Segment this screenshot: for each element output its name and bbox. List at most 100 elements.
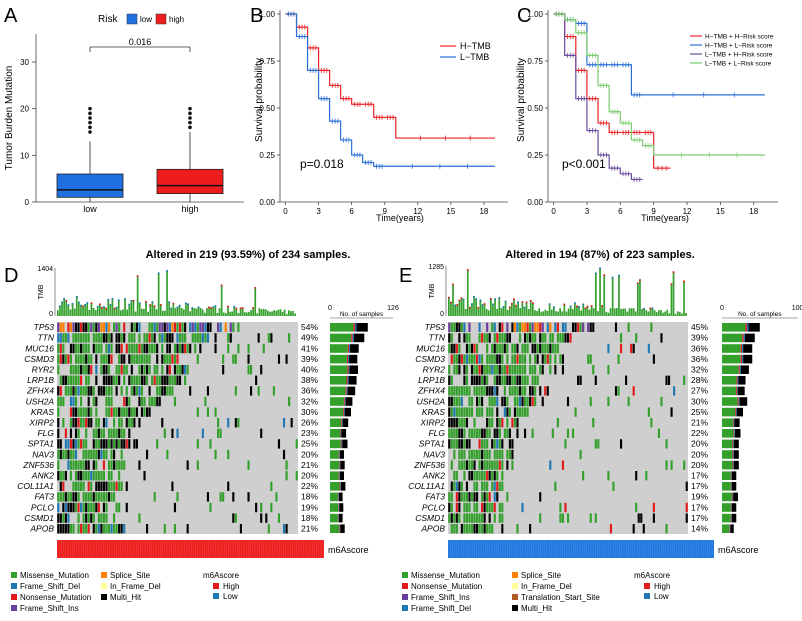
mutation-cell: [493, 354, 496, 364]
gene-percent: 21%: [691, 418, 708, 428]
gene-bar-missense: [722, 407, 736, 417]
gene-percent: 19%: [301, 502, 318, 512]
mutation-cell: [145, 407, 149, 417]
mutation-cell: [478, 375, 481, 385]
tmb-bar: [290, 311, 292, 316]
mutation-cell: [72, 365, 75, 375]
tmb-bar-segment: [117, 299, 120, 302]
mutation-cell: [74, 333, 78, 343]
mutation-cell: [80, 354, 83, 364]
mutation-cell: [59, 481, 62, 491]
mutation-cell: [64, 449, 67, 460]
gene-label-apob: APOB: [29, 524, 54, 534]
mutation-cell: [635, 333, 638, 343]
gene-bar-frameshift: [734, 429, 735, 438]
gene-bar-frameshift: [340, 482, 341, 491]
tmb-bar: [620, 308, 622, 316]
tmb-bar: [578, 306, 580, 316]
tmb-bar-segment: [599, 267, 601, 270]
mutation-cell: [125, 343, 128, 354]
tmb-bar: [267, 310, 269, 316]
mutation-cell: [64, 354, 67, 364]
mutation-cell: [92, 513, 95, 523]
mutation-cell: [204, 333, 207, 343]
mutation-cell: [95, 471, 98, 481]
gene-bar-multihit: [345, 397, 353, 406]
mutation-cell: [82, 524, 85, 534]
box-outlier: [88, 120, 92, 125]
mutation-cell: [77, 492, 80, 502]
mutation-cell: [138, 365, 141, 375]
mutation-cell: [247, 354, 250, 364]
gene-percent: 26%: [301, 418, 318, 428]
gene-percent: 45%: [691, 322, 708, 332]
mutation-cell: [118, 460, 121, 470]
tmb-bar-segment: [523, 306, 526, 309]
mutation-cell: [665, 524, 668, 534]
legend-label: Frame_Shift_Del: [20, 582, 80, 591]
mutation-cell: [632, 524, 635, 534]
legend-label-h-tmb: H−TMB: [460, 41, 491, 51]
mutation-cell: [102, 333, 105, 343]
mutation-cell: [288, 333, 291, 343]
panel-c: C Survival probability Time(years) 0.000…: [516, 5, 778, 223]
mutation-cell: [486, 428, 489, 438]
tmb-bar: [187, 303, 189, 316]
mutation-cell: [473, 375, 476, 385]
tmb-bar: [683, 280, 685, 316]
mutation-cell: [554, 365, 557, 375]
mutation-cell: [85, 513, 88, 523]
tmb-bar-segment: [456, 304, 459, 306]
gene-bar-multihit: [737, 386, 745, 396]
mutation-cell: [549, 322, 552, 332]
mutation-cell: [80, 333, 83, 343]
mutation-cell: [115, 481, 118, 491]
mutation-cell: [652, 513, 655, 523]
tmb-bar-segment: [166, 270, 168, 272]
tmb-bar: [208, 306, 210, 316]
tmb-bar: [115, 306, 118, 316]
mutation-cell: [151, 375, 154, 385]
mutation-cell: [612, 481, 615, 491]
mutation-cell: [77, 386, 80, 396]
mutation-cell: [80, 481, 83, 491]
mutation-cell: [138, 322, 141, 332]
mutation-cell: [260, 502, 263, 513]
gene-bar-frameshift: [341, 439, 343, 449]
tmb-bar: [216, 312, 219, 316]
mutation-cell: [481, 354, 484, 364]
mutation-cell: [87, 460, 90, 470]
mutation-cell: [460, 322, 463, 332]
tmb-bar: [225, 313, 227, 316]
mutation-cell: [539, 365, 542, 375]
tmb-bar: [260, 309, 263, 316]
tmb-bar-segment: [105, 307, 107, 310]
mutation-cell: [508, 386, 511, 396]
y-axis-label: Survival probability: [516, 58, 527, 142]
legend-label: Nonsense_Mutation: [20, 593, 91, 602]
panel-b: B Survival probability Time(years) 0.000…: [250, 5, 508, 223]
mutation-cell: [501, 502, 504, 513]
mutation-cell: [523, 343, 527, 354]
mutation-cell: [285, 524, 288, 534]
mutation-cell: [488, 471, 491, 481]
gene-bar-nonsense: [339, 429, 341, 438]
tmb-bar-segment: [136, 275, 139, 277]
tmb-bar: [143, 308, 145, 316]
mutation-cell: [107, 322, 111, 332]
mutation-cell: [453, 439, 456, 449]
mutation-cell: [120, 386, 123, 396]
legend-label: Missense_Mutation: [411, 571, 480, 580]
mutation-cell: [105, 343, 108, 354]
mutation-cell: [566, 513, 570, 523]
mutation-cell: [87, 343, 90, 354]
mutation-cell: [64, 439, 67, 449]
mutation-cell: [72, 524, 75, 534]
mutation-cell: [518, 354, 522, 364]
legend-swatch: [101, 572, 107, 578]
mutation-cell: [113, 322, 116, 332]
mutation-cell: [113, 513, 116, 523]
gene-bar-multihit: [740, 365, 749, 374]
tmb-bar: [462, 298, 465, 316]
tmb-bar-segment: [477, 306, 480, 309]
